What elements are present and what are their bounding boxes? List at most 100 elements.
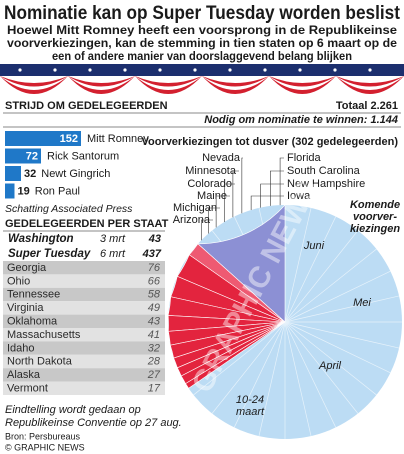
- pie-divider: [284, 248, 377, 323]
- pie-past: [197, 204, 286, 323]
- bar: [5, 183, 15, 199]
- state-value: 76: [148, 262, 161, 274]
- pie-divider: [284, 270, 391, 323]
- bar-category-label: Newt Gingrich: [41, 168, 110, 180]
- state-value: 27: [147, 369, 161, 381]
- month-label: maart: [236, 406, 265, 418]
- leader-line: [250, 195, 284, 211]
- month-label: Juni: [303, 240, 325, 252]
- past-state-label: Nevada: [202, 152, 241, 164]
- pie-divider: [284, 321, 359, 414]
- bar-value-label: 152: [60, 133, 78, 145]
- leader-line: [279, 157, 284, 206]
- footer-note: Republikeinse Conventie op 27 aug.: [5, 417, 182, 429]
- bar-category-label: Rick Santorum: [47, 150, 119, 162]
- upcoming-label: voorver-: [353, 211, 397, 223]
- footer-note: Eindtelling wordt gedaan op: [5, 404, 141, 416]
- section-title: STRIJD OM GEDELEGEERDEN: [5, 100, 168, 112]
- total-label: Totaal 2.261: [336, 100, 398, 112]
- pie-state: [185, 321, 286, 389]
- pie-divider: [284, 295, 400, 323]
- table-row: [3, 274, 165, 288]
- leader-line: [260, 183, 284, 208]
- upcoming-label: kiezingen: [350, 223, 400, 235]
- pie-divider: [284, 321, 400, 349]
- past-state-label: Minnesota: [185, 165, 237, 177]
- bar: [5, 166, 21, 181]
- table-row: [3, 368, 165, 382]
- state-name: Tennessee: [7, 289, 60, 301]
- state-name: Virginia: [7, 302, 44, 314]
- pie-divider: [284, 216, 337, 323]
- source: Bron: Persbureaus: [5, 431, 81, 441]
- past-state-label: Maine: [197, 190, 227, 202]
- pie-divider: [258, 321, 286, 437]
- leader-line: [232, 170, 239, 218]
- leader-line: [215, 195, 230, 228]
- state-value: 17: [148, 383, 161, 395]
- bar: [5, 148, 41, 164]
- needed-label: Nodig om nominatie te winnen: 1.144: [204, 114, 398, 126]
- leader-line: [270, 170, 284, 206]
- bar: [5, 131, 81, 146]
- so-far-label: Voorverkiezingen tot dusver (302 gedeleg…: [141, 136, 398, 148]
- summary-date: 6 mrt: [100, 248, 126, 260]
- summary-name: Washington: [8, 233, 74, 245]
- pie-divider: [193, 321, 286, 396]
- state-name: Ohio: [7, 275, 30, 287]
- state-name: North Dakota: [7, 356, 73, 368]
- past-state-label: South Carolina: [287, 165, 361, 177]
- leader-line: [200, 219, 213, 241]
- summary-name: Super Tuesday: [8, 248, 91, 260]
- subtitle-line: een of andere manier van doorslaggevend …: [52, 51, 352, 63]
- table-row: [3, 261, 165, 275]
- bar-category-label: Mitt Romney: [87, 133, 149, 145]
- leader-line: [208, 207, 220, 234]
- state-value: 43: [148, 316, 161, 328]
- month-label: 10-24: [236, 394, 264, 406]
- table-row: [3, 287, 165, 302]
- state-value: 66: [148, 275, 161, 287]
- table-row: [3, 354, 165, 369]
- pie-divider: [284, 321, 377, 396]
- state-name: Vermont: [7, 383, 48, 395]
- state-value: 32: [148, 342, 160, 354]
- note: Schatting Associated Press: [5, 203, 133, 215]
- subtitle-line: voorverkiezingen, kan de stemming in tie…: [7, 38, 397, 50]
- table-row: [3, 301, 165, 315]
- past-state-label: Iowa: [287, 190, 311, 202]
- pie-divider: [284, 321, 312, 437]
- leader-line: [223, 183, 235, 222]
- credit: © GRAPHIC NEWS: [5, 442, 85, 452]
- bar-value-label: 19: [18, 185, 30, 197]
- leader-line: [241, 157, 243, 214]
- state-name: Oklahoma: [7, 316, 58, 328]
- pie-divider: [284, 230, 359, 323]
- past-state-label: Colorado: [187, 178, 232, 190]
- pie-divider: [284, 321, 337, 428]
- state-value: 28: [147, 356, 161, 368]
- subtitle-line: Hoewel Mitt Romney heeft een voorsprong …: [7, 25, 397, 37]
- table-row: [3, 341, 165, 355]
- state-name: Alaska: [7, 369, 41, 381]
- bunting: [0, 64, 404, 94]
- past-state-label: Michigan: [173, 202, 217, 214]
- bar-value-label: 72: [26, 150, 38, 162]
- state-name: Idaho: [7, 342, 35, 354]
- state-value: 41: [148, 329, 160, 341]
- pie-divider: [284, 321, 391, 374]
- title: Nominatie kan op Super Tuesday worden be…: [4, 3, 401, 24]
- month-label: Mei: [353, 297, 371, 309]
- summary-date: 3 mrt: [100, 233, 126, 245]
- table-row: [3, 328, 165, 342]
- state-name: Georgia: [7, 262, 47, 274]
- table-row: [3, 314, 165, 328]
- state-name: Massachusetts: [7, 329, 81, 341]
- past-state-label: New Hampshire: [287, 178, 365, 190]
- pie-divider: [284, 207, 312, 323]
- pie-divider: [211, 321, 286, 414]
- past-state-label: Florida: [287, 152, 322, 164]
- upcoming-label: Komende: [350, 199, 400, 211]
- state-value: 49: [148, 302, 160, 314]
